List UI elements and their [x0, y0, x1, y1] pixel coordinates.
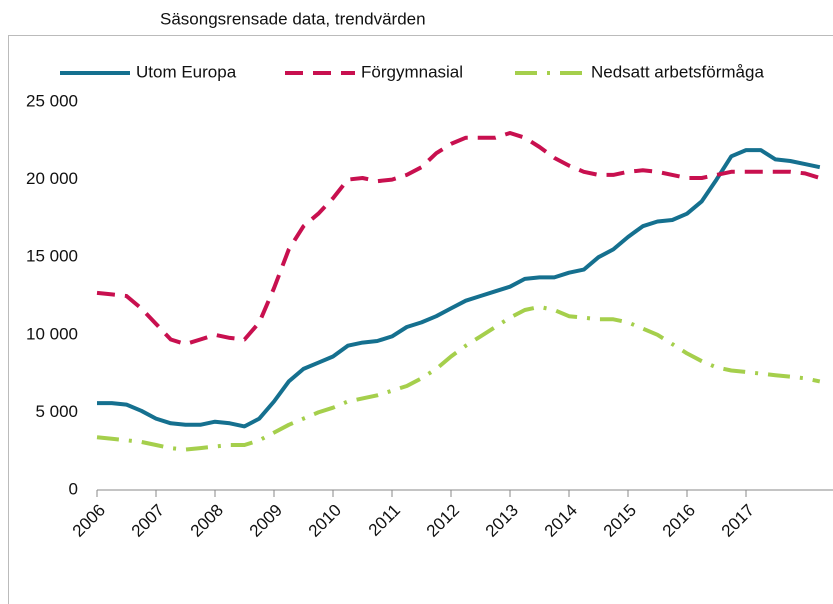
series-line: [96, 304, 821, 452]
x-tick-label: 2010: [305, 501, 345, 541]
x-tick-label: 2015: [600, 501, 640, 541]
y-tick-label: 0: [69, 479, 78, 498]
legend-label: Nedsatt arbetsförmåga: [591, 62, 764, 81]
series-line: [97, 148, 821, 429]
x-tick-label: 2008: [187, 501, 227, 541]
x-tick-label: 2013: [482, 501, 522, 541]
y-tick-label: 15 000: [26, 247, 78, 266]
x-tick-label: 2014: [541, 501, 581, 541]
x-tick-label: 2017: [718, 501, 758, 541]
legend-label: Förgymnasial: [361, 62, 463, 81]
y-tick-label: 25 000: [26, 91, 78, 110]
x-tick-label: 2012: [423, 501, 463, 541]
series-line: [96, 131, 821, 347]
x-tick-label: 2011: [365, 501, 404, 540]
x-tick-label: 2006: [69, 501, 109, 541]
x-tick-label: 2007: [128, 501, 168, 541]
chart-title: Säsongsrensade data, trendvärden: [160, 9, 426, 28]
legend-label: Utom Europa: [136, 62, 237, 81]
x-tick-label: 2009: [246, 501, 286, 541]
y-tick-label: 20 000: [26, 169, 78, 188]
x-tick-label: 2016: [659, 501, 699, 541]
y-tick-label: 10 000: [26, 324, 78, 343]
y-tick-label: 5 000: [35, 402, 78, 421]
